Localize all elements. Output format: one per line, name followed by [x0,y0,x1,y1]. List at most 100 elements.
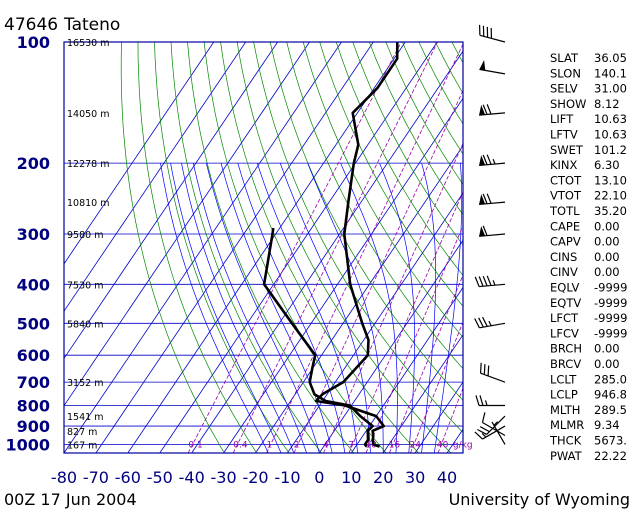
index-key: LCLP [550,388,578,402]
station-id: 47646 [4,15,58,35]
station-name: Tateno [63,15,120,35]
wind-barb-half-feather [492,158,496,165]
wind-barb-staff [491,421,506,445]
pressure-tick-label: 500 [17,314,50,333]
plot-frame [63,41,464,454]
wind-barb [474,425,506,440]
wind-barb-feather [486,104,492,115]
isotherm-line [319,239,463,453]
index-key: LFTV [550,128,578,142]
sounding-profiles [262,42,399,448]
dry-adiabat-line [236,42,452,453]
index-key: CINV [550,265,578,279]
dry-adiabat-line [368,42,463,216]
height-label: 14050 m [67,109,110,120]
index-key: CTOT [550,173,582,187]
wind-barb-half-feather [481,433,487,438]
wind-barb [479,225,506,237]
height-label: 1541 m [67,412,103,423]
moist-adiabat-line [279,163,371,453]
pressure-tick-label: 400 [17,275,50,294]
index-value: 9.34 [594,418,620,432]
pressure-tick-label: 200 [17,154,50,173]
wind-barb-pennant [479,104,486,116]
index-value: 10.63 [594,128,627,142]
wind-barb-feather [474,276,480,287]
mixing-ratio-label: 0.4 [233,440,248,450]
moist-adiabat-line [206,163,320,453]
index-key: LCLT [550,372,577,386]
moist-adiabat-line [379,163,415,453]
index-value: -9999 [594,326,627,340]
wind-barb-staff [479,201,506,206]
wind-barb-staff [482,421,506,437]
index-value: 946.8 [594,388,627,402]
time-label: 00Z 17 Jun 2004 [4,490,137,509]
wind-barb-feather [486,193,492,204]
index-value: 285.0 [594,372,627,386]
wind-barb-staff [479,34,506,43]
isotherm-line [287,192,463,453]
dry-adiabat-line [187,42,355,453]
temperature-tick-label: 20 [373,468,393,487]
mixing-ratio-label: 40 [437,440,449,450]
index-key: BRCV [550,357,581,371]
index-value: 101.2 [594,143,627,157]
mixing-ratio-label: 24 [410,440,422,450]
temperature-tick-label: 0 [314,468,324,487]
isotherm-line [255,144,463,453]
isotherm-line [414,381,463,453]
wind-barb-feather [474,318,480,329]
height-label: 167 m [67,440,97,451]
index-key: SELV [550,82,578,96]
height-label: 16530 m [67,38,110,49]
moist-adiabat-line [307,163,384,453]
height-labels: 16530 m 14050 m 12278 m 10810 m 9580 m 7530 m… [67,38,110,451]
index-value: -9999 [594,296,627,310]
wind-barb-half-feather [488,320,492,327]
wind-barb [479,362,506,383]
index-value: 35.20 [594,204,627,218]
dry-adiabat-line [253,42,463,434]
index-key: PWAT [550,449,583,463]
index-value: 0.00 [594,235,620,249]
dry-adiabat-line [335,42,463,276]
index-key: VTOT [550,189,582,203]
height-label: 7530 m [67,280,103,291]
pressure-tick-label: 700 [17,373,50,392]
mixing-ratio-label: 16 [389,440,401,450]
isotherm-line [191,50,463,453]
wind-barb-half-feather [484,400,488,406]
pressure-tick-label: 900 [17,417,50,436]
moist-adiabat-line [433,163,463,453]
pressure-tick-label: 800 [17,396,50,415]
mixing-ratio-label: 1 [266,440,272,450]
index-key: CAPE [550,219,580,233]
index-value: -9999 [594,281,627,295]
index-key: MLMR [550,418,584,432]
moist-adiabat-line [160,163,269,453]
mixing-ratio-label: 4 [323,440,329,450]
temperature-tick-label: -80 [51,468,77,487]
mixing-ratio-label: 0.1 [188,440,202,450]
temperature-tick-label: -50 [147,468,173,487]
wind-barb-feather [481,412,486,423]
index-key: LFCT [550,311,579,325]
wind-barb-feather [474,431,483,440]
index-key: CAPV [550,235,581,249]
wind-barb [479,104,506,116]
mixing-ratio-line [348,190,463,453]
wind-barb [491,421,506,445]
mixing-ratio-line [266,43,463,453]
index-key: CINS [550,250,577,264]
index-key: SWET [550,143,584,157]
height-label: 10810 m [67,198,110,209]
wind-barb-feather [487,365,490,377]
moist-adiabat-line [192,163,307,453]
wind-barb [477,415,506,435]
isotherm-line [64,42,215,265]
wind-barb-staff [479,283,506,288]
dry-adiabat-line [137,42,257,453]
index-key: EQLV [550,281,579,295]
wind-barb-pennant [479,155,486,166]
